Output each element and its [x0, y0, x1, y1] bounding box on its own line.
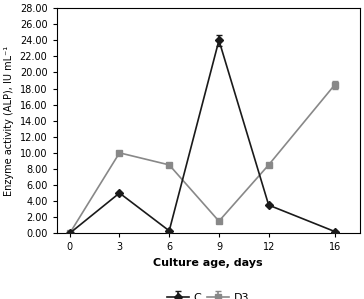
Legend: C, D3: C, D3	[163, 288, 254, 299]
Y-axis label: Enzyme activity (ALP), IU mL⁻¹: Enzyme activity (ALP), IU mL⁻¹	[4, 46, 14, 196]
X-axis label: Culture age, days: Culture age, days	[153, 258, 263, 268]
